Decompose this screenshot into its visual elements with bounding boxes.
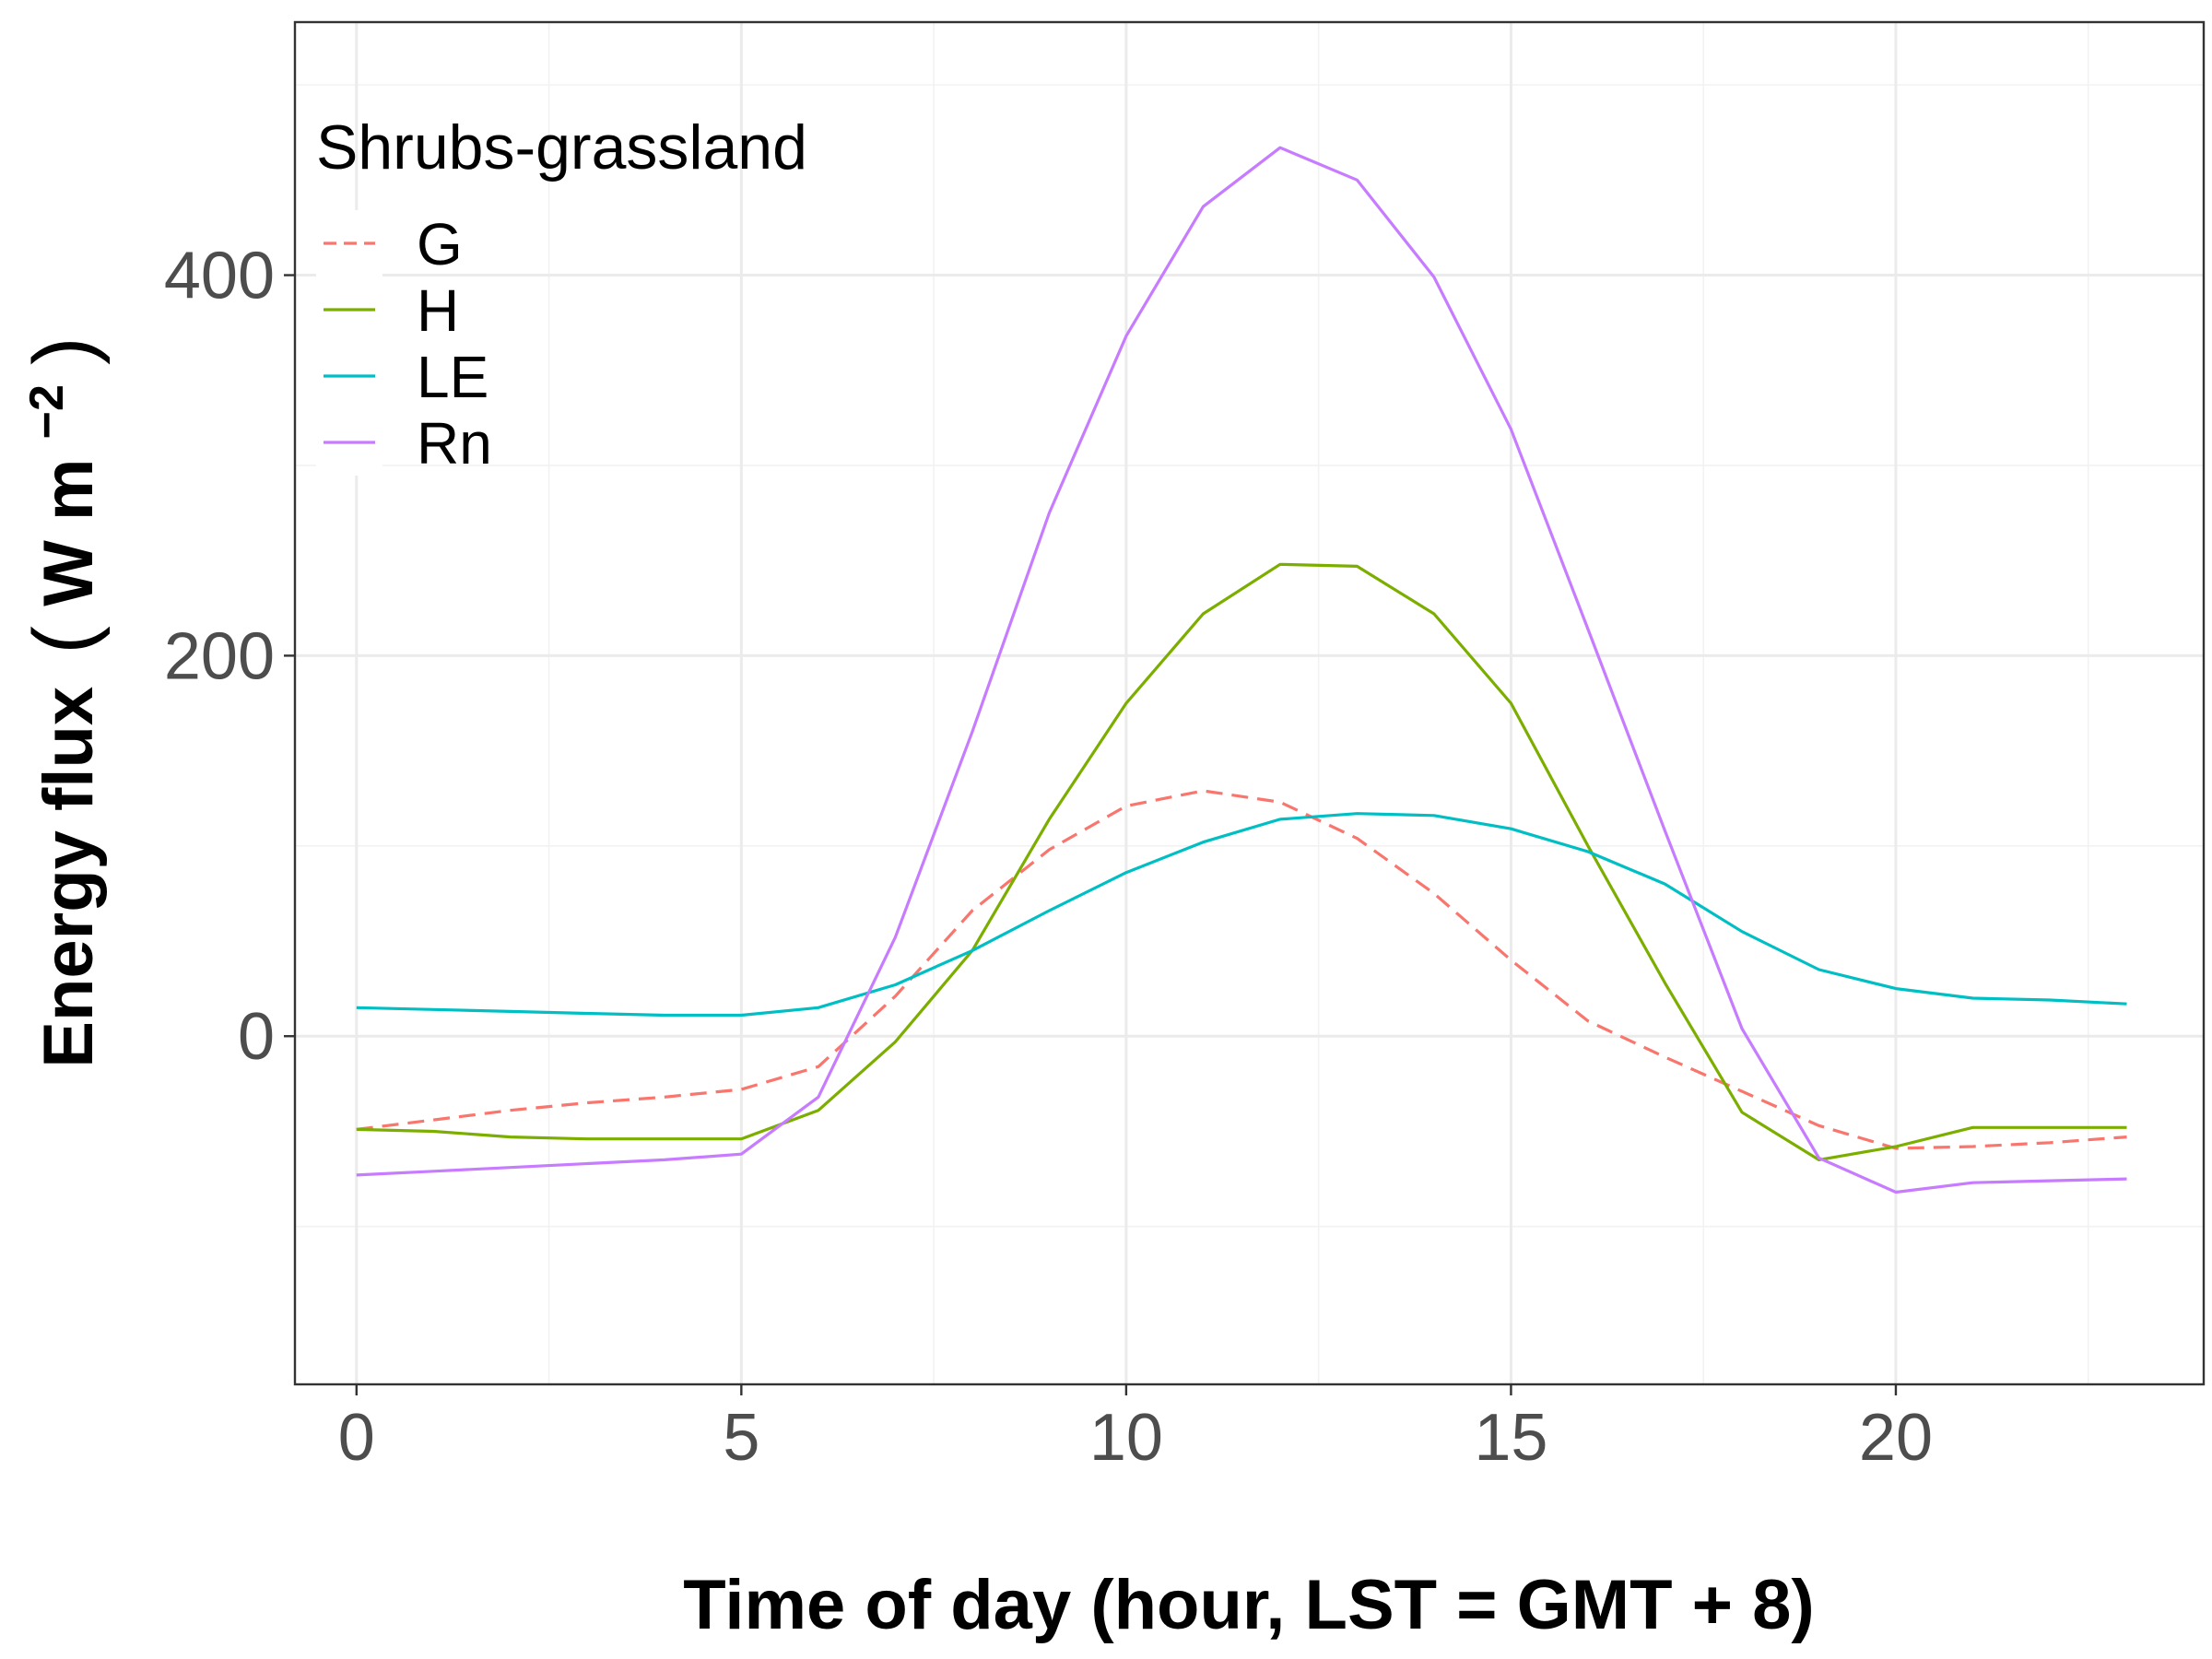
y-tick-label: 0 bbox=[238, 1000, 275, 1074]
legend-item-le: LE bbox=[316, 343, 488, 410]
x-tick-label: 10 bbox=[1089, 1401, 1163, 1475]
legend-label: Rn bbox=[417, 410, 492, 477]
x-tick-label: 5 bbox=[723, 1401, 759, 1475]
series-line-rn bbox=[356, 146, 2127, 1194]
y-axis-title: Energy flux ( W m −2 ) bbox=[0, 336, 111, 1067]
series-line-le bbox=[356, 812, 2127, 1018]
legend-label: G bbox=[417, 211, 463, 277]
series-lines bbox=[356, 146, 2127, 1194]
series-line-h bbox=[356, 562, 2127, 1162]
legend-item-g: G bbox=[316, 210, 463, 277]
svg-text:Energy flux ( W m: Energy flux ( W m −2 ) bbox=[0, 336, 111, 1067]
legend-item-h: H bbox=[316, 276, 459, 344]
legend-title: Shrubs-grassland bbox=[316, 112, 807, 182]
x-axis-title: Time of day (hour, LST = GMT + 8) bbox=[683, 1566, 1814, 1644]
plot-panel bbox=[295, 22, 2204, 1384]
legend-label: LE bbox=[417, 344, 488, 410]
y-tick-label: 200 bbox=[164, 619, 275, 693]
x-tick-label: 15 bbox=[1474, 1401, 1547, 1475]
series-line-g bbox=[356, 789, 2127, 1150]
y-axis-open-paren: ( bbox=[17, 626, 111, 654]
x-tick-label: 0 bbox=[338, 1401, 375, 1475]
y-axis-close-paren: ) bbox=[17, 336, 111, 365]
y-axis-title-main: Energy flux bbox=[29, 687, 108, 1068]
x-tick-label: 20 bbox=[1859, 1401, 1933, 1475]
plot-border bbox=[293, 20, 2206, 1386]
legend-label: H bbox=[417, 277, 459, 344]
legend-item-rn: Rn bbox=[316, 409, 492, 477]
y-tick-label: 400 bbox=[164, 240, 275, 313]
y-axis-title-exponent: −2 bbox=[20, 384, 74, 439]
y-axis-title-unit: W m bbox=[29, 458, 108, 606]
